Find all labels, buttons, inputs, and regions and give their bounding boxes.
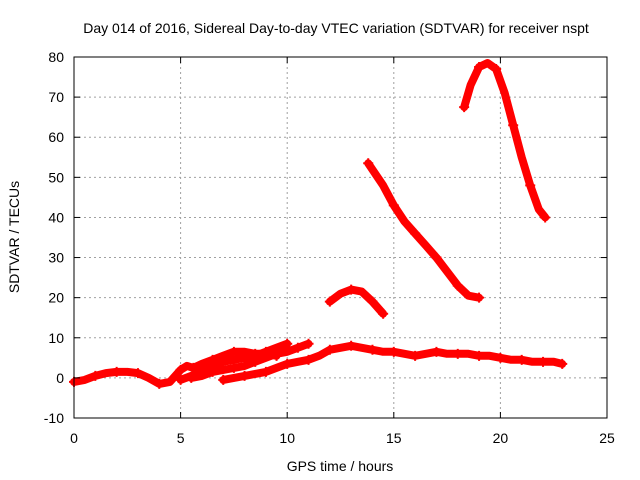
data-point bbox=[474, 350, 485, 361]
data-point bbox=[239, 370, 250, 381]
data-point bbox=[346, 284, 357, 295]
data-point bbox=[388, 346, 399, 357]
x-tick-label: 0 bbox=[70, 430, 78, 446]
series-arc-5 bbox=[325, 285, 388, 318]
data-point bbox=[282, 358, 293, 369]
data-point bbox=[452, 348, 463, 359]
data-point bbox=[431, 346, 442, 357]
data-point bbox=[508, 120, 519, 131]
series-arc-6 bbox=[364, 159, 484, 302]
y-tick-label: 0 bbox=[56, 370, 64, 386]
y-tick-label: 10 bbox=[48, 330, 64, 346]
data-point bbox=[175, 364, 186, 375]
data-point bbox=[303, 354, 314, 365]
data-point bbox=[474, 62, 485, 73]
data-point bbox=[303, 338, 314, 349]
x-tick-label: 15 bbox=[386, 430, 402, 446]
data-point bbox=[491, 64, 502, 75]
data-point bbox=[538, 356, 549, 367]
data-point bbox=[367, 296, 378, 307]
data-point bbox=[292, 342, 303, 353]
data-point bbox=[410, 228, 421, 239]
chart-title: Day 014 of 2016, Sidereal Day-to-day VTE… bbox=[83, 20, 589, 36]
data-point bbox=[452, 280, 463, 291]
x-axis-label: GPS time / hours bbox=[287, 458, 394, 474]
y-tick-label: 80 bbox=[48, 49, 64, 65]
plot-frame bbox=[73, 56, 608, 419]
data-point bbox=[516, 354, 527, 365]
y-tick-label: 40 bbox=[48, 209, 64, 225]
data-point bbox=[346, 340, 357, 351]
data-point bbox=[154, 378, 165, 389]
x-tick-label: 10 bbox=[279, 430, 295, 446]
data-point bbox=[239, 352, 250, 363]
y-tick-label: 70 bbox=[48, 89, 64, 105]
data-point bbox=[132, 368, 143, 379]
data-point bbox=[218, 356, 229, 367]
data-point bbox=[557, 358, 568, 369]
data-point bbox=[431, 252, 442, 263]
y-tick-label: 60 bbox=[48, 129, 64, 145]
data-series bbox=[69, 59, 568, 389]
x-tick-label: 5 bbox=[177, 430, 185, 446]
data-point bbox=[540, 212, 551, 223]
data-point bbox=[175, 374, 186, 385]
data-point bbox=[228, 362, 239, 373]
series-arc-7 bbox=[460, 59, 550, 222]
y-tick-label: 30 bbox=[48, 250, 64, 266]
data-point bbox=[324, 296, 335, 307]
y-axis-label: SDTVAR / TECUs bbox=[6, 181, 22, 293]
y-tick-label: 20 bbox=[48, 290, 64, 306]
data-point bbox=[367, 344, 378, 355]
data-point bbox=[474, 292, 485, 303]
data-point bbox=[271, 348, 282, 359]
data-point bbox=[228, 346, 239, 357]
y-tick-label: 50 bbox=[48, 169, 64, 185]
data-point bbox=[111, 366, 122, 377]
data-point bbox=[260, 366, 271, 377]
data-point bbox=[363, 158, 374, 169]
data-point bbox=[218, 374, 229, 385]
data-point bbox=[324, 344, 335, 355]
data-point bbox=[378, 308, 389, 319]
y-tick-label: -10 bbox=[44, 410, 64, 426]
data-point bbox=[459, 102, 470, 113]
data-point bbox=[282, 338, 293, 349]
data-point bbox=[525, 180, 536, 191]
data-point bbox=[410, 350, 421, 361]
data-point bbox=[250, 356, 261, 367]
data-point bbox=[186, 372, 197, 383]
data-point bbox=[207, 366, 218, 377]
x-tick-label: 20 bbox=[493, 430, 509, 446]
x-tick-label: 25 bbox=[599, 430, 615, 446]
axis-ticks: 0 5 10 15 20 25 -10 0 10 20 30 40 50 60 70 80 bbox=[44, 49, 615, 446]
data-point bbox=[388, 200, 399, 211]
data-point bbox=[495, 352, 506, 363]
data-point bbox=[90, 370, 101, 381]
